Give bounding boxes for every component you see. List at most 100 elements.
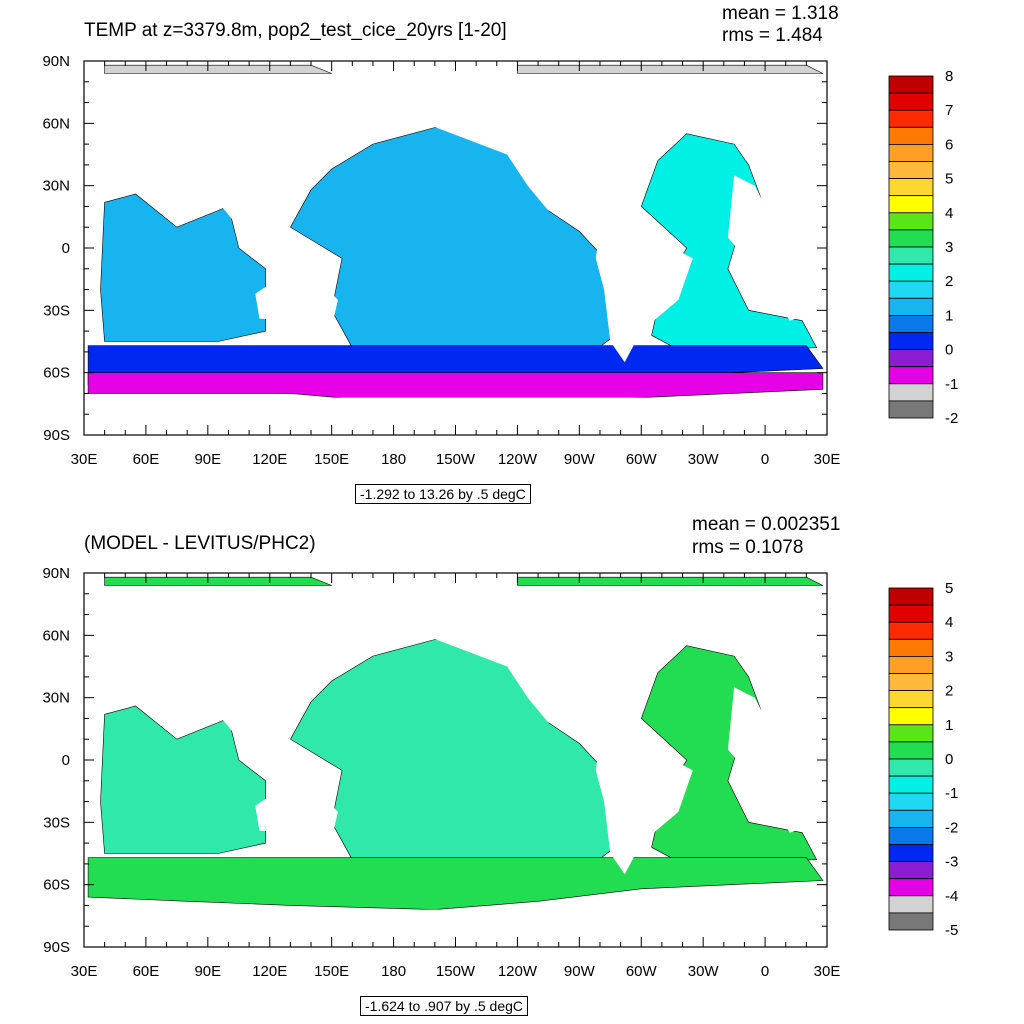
eurasia-land xyxy=(84,102,353,228)
x-tick-label: 150E xyxy=(314,451,349,468)
south-america-land xyxy=(595,739,693,875)
colorbar-swatch xyxy=(888,809,934,828)
x-tick-label: 30W xyxy=(688,963,720,980)
colorbar-swatch xyxy=(888,143,934,162)
colorbar-swatch xyxy=(888,195,934,214)
colorbar-label: -1 xyxy=(945,785,958,802)
colorbar-swatch xyxy=(888,775,934,794)
x-tick-label: 30E xyxy=(71,963,98,980)
australia-land xyxy=(255,272,338,327)
colorbar-swatch xyxy=(888,297,934,316)
colorbar-swatch xyxy=(888,332,934,351)
chart-panel-1: 30E 60E 90E 120E 150E 180 150W 120W 90W 60W 30W 0 30… xyxy=(42,53,958,468)
colorbar-swatch xyxy=(888,724,934,743)
y-tick-label: 60S xyxy=(43,877,70,894)
panel-1-mean: mean = 1.318 xyxy=(722,3,839,24)
x-tick-label: 0 xyxy=(761,451,769,468)
colorbar-swatch xyxy=(888,878,934,897)
colorbar-swatch xyxy=(888,827,934,845)
colorbar-label: -4 xyxy=(945,888,958,905)
arctic-ocean-region-2 xyxy=(517,576,824,586)
x-tick-label: 90W xyxy=(564,963,596,980)
colorbar-swatch xyxy=(888,604,934,623)
australia-land xyxy=(255,784,338,839)
panel-1-rms: rms = 1.484 xyxy=(722,25,823,46)
colorbar-swatch xyxy=(888,263,934,282)
colorbar-label: 4 xyxy=(945,205,953,222)
arctic-ocean-region xyxy=(104,64,332,74)
colorbar-swatch xyxy=(888,741,934,760)
arctic-ocean-region xyxy=(104,576,332,586)
x-tick-label: 30W xyxy=(688,451,720,468)
x-tick-label: 30E xyxy=(814,451,841,468)
colorbar-swatch xyxy=(888,161,934,180)
indian-ocean-region xyxy=(100,705,266,854)
x-tick-label: 180 xyxy=(381,451,406,468)
panel-1-title: TEMP at z=3379.8m, pop2_test_cice_20yrs … xyxy=(84,20,507,41)
colorbar-label: -5 xyxy=(945,922,958,939)
colorbar-swatch xyxy=(888,246,934,265)
x-tick-label: 150W xyxy=(436,963,476,980)
colorbar-swatch xyxy=(888,126,934,145)
colorbar-label: -2 xyxy=(945,410,958,427)
colorbar-label: -2 xyxy=(945,819,958,836)
y-tick-label: 90N xyxy=(42,53,70,70)
colorbar-label: 1 xyxy=(945,307,953,324)
colorbar-label: 1 xyxy=(945,717,953,734)
x-tick-label: 60E xyxy=(133,963,160,980)
y-tick-label: 90N xyxy=(42,565,70,582)
colorbar-label: 3 xyxy=(945,648,953,665)
colorbar-swatch xyxy=(888,690,934,709)
y-tick-label: 90S xyxy=(43,427,70,444)
colorbar-label: 3 xyxy=(945,239,953,256)
x-tick-label: 60W xyxy=(626,451,658,468)
colorbar-swatch xyxy=(888,638,934,657)
colorbar-swatch xyxy=(888,314,934,333)
x-tick-label: 90E xyxy=(194,963,221,980)
colorbar: 5 4 3 2 1 0 -1 -2 -3 -4 -5 xyxy=(888,580,958,939)
colorbar-swatch xyxy=(888,656,934,674)
colorbar-swatch xyxy=(888,758,934,777)
x-tick-label: 180 xyxy=(381,963,406,980)
colorbar-swatch xyxy=(888,229,934,248)
colorbar-label: 4 xyxy=(945,614,953,631)
africa-land xyxy=(727,175,817,321)
colorbar-swatch xyxy=(888,383,934,402)
panel-2-mean: mean = 0.002351 xyxy=(692,514,841,535)
colorbar-label: 2 xyxy=(945,273,953,290)
africa-land xyxy=(727,687,817,833)
colorbar-label: 2 xyxy=(945,683,953,700)
x-tick-label: 120E xyxy=(252,963,287,980)
colorbar-swatch xyxy=(888,366,934,385)
colorbar-swatch xyxy=(888,280,934,299)
arctic-ocean-region-2 xyxy=(517,64,824,74)
panel-1-range-label: -1.292 to 13.26 by .5 degC xyxy=(355,484,531,504)
x-tick-label: 150W xyxy=(436,451,476,468)
y-tick-label: 60N xyxy=(42,115,70,132)
north-america-land xyxy=(414,106,642,211)
x-tick-label: 120W xyxy=(498,963,538,980)
colorbar-swatch xyxy=(888,178,934,197)
indian-ocean-region xyxy=(100,193,266,342)
south-america-land xyxy=(595,227,693,363)
x-tick-label: 150E xyxy=(314,963,349,980)
x-tick-label: 90E xyxy=(194,451,221,468)
y-tick-label: 30S xyxy=(43,302,70,319)
y-tick-label: 60N xyxy=(42,627,70,644)
colorbar-label: 0 xyxy=(945,751,953,768)
panel-2-range-label: -1.624 to .907 by .5 degC xyxy=(360,996,528,1016)
x-tick-label: 120E xyxy=(252,451,287,468)
colorbar-swatch xyxy=(888,792,934,811)
x-tick-label: 60E xyxy=(133,451,160,468)
y-tick-label: 30N xyxy=(42,690,70,707)
colorbar-swatch xyxy=(888,92,934,111)
colorbar-swatch xyxy=(888,75,934,94)
x-tick-label: 60W xyxy=(626,963,658,980)
y-tick-label: 0 xyxy=(62,752,70,769)
colorbar-label: 0 xyxy=(945,342,953,359)
colorbar-swatch xyxy=(888,673,934,692)
x-tick-label: 30E xyxy=(814,963,841,980)
y-tick-label: 30N xyxy=(42,178,70,195)
colorbar-swatch xyxy=(888,109,934,128)
north-america-land xyxy=(414,618,642,723)
